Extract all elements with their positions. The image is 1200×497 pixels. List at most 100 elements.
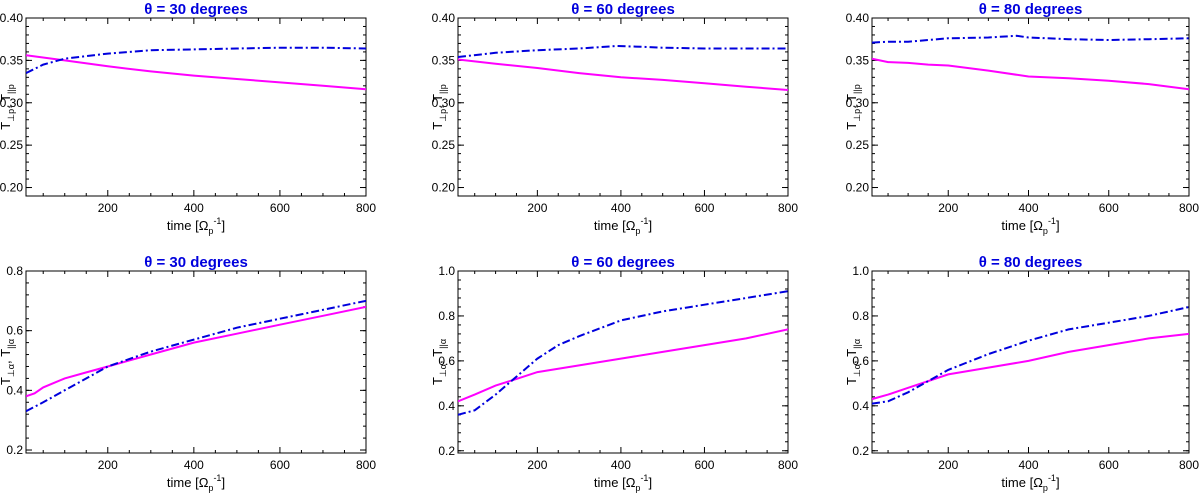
y-axis-label-sub: ||α xyxy=(6,339,16,349)
y-axis-label-part: , T xyxy=(430,94,445,109)
y-axis-label-sub: ⊥p xyxy=(852,109,862,122)
y-axis-label: T⊥p, T||p xyxy=(844,84,862,129)
x-tick-label: 200 xyxy=(938,201,958,215)
x-axis-label: time [Ωp-1] xyxy=(594,216,652,236)
y-axis-label-part: , T xyxy=(0,349,13,364)
x-tick-label: 600 xyxy=(694,458,714,472)
x-tick-label: 400 xyxy=(1018,458,1038,472)
x-tick-label: 800 xyxy=(356,458,376,472)
series-line-solid xyxy=(872,332,1189,401)
y-tick-label: 0.2 xyxy=(6,443,23,457)
series-line-solid xyxy=(26,305,366,398)
y-tick-label: 0.4 xyxy=(438,399,455,413)
x-axis-label-close: ] xyxy=(221,475,225,490)
x-tick-label: 800 xyxy=(1179,201,1199,215)
y-tick-label: 0.30 xyxy=(0,96,23,110)
y-axis-label-sub: ⊥α xyxy=(438,364,448,377)
x-axis-label-sup: -1 xyxy=(1048,216,1056,226)
x-axis-label: time [Ωp-1] xyxy=(1001,473,1059,493)
x-tick-label: 800 xyxy=(778,201,798,215)
y-axis-label-sub: ⊥p xyxy=(6,109,16,122)
y-axis-label-sub: ||p xyxy=(6,84,16,94)
x-axis-label-close: ] xyxy=(1056,475,1060,490)
y-axis-label-part: , T xyxy=(0,94,13,109)
y-tick-label: 0.20 xyxy=(846,181,870,195)
x-axis-label-sub: p xyxy=(1043,483,1048,493)
y-axis-label-sub: ||p xyxy=(438,84,448,94)
y-tick-label: 0.8 xyxy=(6,264,23,278)
plot-frame xyxy=(457,270,789,454)
series-line-dashdot xyxy=(458,290,788,416)
y-axis-label-sub: ⊥α xyxy=(6,364,16,377)
y-tick-label: 0.8 xyxy=(438,309,455,323)
x-tick-label: 400 xyxy=(184,458,204,472)
plot-frame xyxy=(871,17,1190,197)
y-axis-label: T⊥α, T||α xyxy=(430,339,448,385)
x-axis-label-sub: p xyxy=(208,483,213,493)
y-axis-label-part: T xyxy=(430,122,445,130)
x-tick-label: 200 xyxy=(527,201,547,215)
series-line-dashdot xyxy=(458,44,788,58)
plot-frame xyxy=(25,17,367,197)
y-tick-label: 1.0 xyxy=(438,264,455,278)
series-line-solid xyxy=(458,328,788,403)
y-tick-label: 0.2 xyxy=(852,444,869,458)
series-line-solid xyxy=(458,58,788,91)
y-axis-label: T⊥α, T||α xyxy=(0,339,16,385)
y-axis-label-part: T xyxy=(430,377,445,385)
y-tick-label: 0.35 xyxy=(846,53,870,67)
y-axis-label-part: T xyxy=(0,377,13,385)
x-axis-label-sup: -1 xyxy=(640,473,648,483)
y-tick-label: 0.20 xyxy=(432,181,456,195)
x-tick-label: 400 xyxy=(611,201,631,215)
plot-frame xyxy=(871,270,1190,454)
chart-panel-3: θ = 80 degrees 200 400 600 800 0.20 0.25 0.30 0.… xyxy=(844,1,1199,236)
chart-title: θ = 80 degrees xyxy=(979,1,1083,18)
y-axis-label-part: , T xyxy=(430,349,445,364)
y-axis-label-sub: ⊥α xyxy=(852,364,862,377)
y-axis-label-sub: ⊥p xyxy=(438,109,448,122)
y-tick-label: 0.6 xyxy=(852,354,869,368)
y-tick-label: 0.30 xyxy=(432,96,456,110)
x-axis-label-close: ] xyxy=(648,475,652,490)
chart-title: θ = 60 degrees xyxy=(571,254,675,271)
x-axis-label: time [Ωp-1] xyxy=(167,473,225,493)
y-tick-label: 0.35 xyxy=(0,53,23,67)
series-line-solid xyxy=(872,57,1189,91)
x-axis-label-sub: p xyxy=(1043,226,1048,236)
x-tick-label: 800 xyxy=(778,458,798,472)
y-axis-label: T⊥p, T||p xyxy=(430,84,448,129)
chart-panel-1: θ = 30 degrees 200 400 600 800 0.20 0.25 0.30 0.… xyxy=(0,1,376,236)
x-tick-label: 600 xyxy=(270,201,290,215)
y-axis-label: T⊥p, T||p xyxy=(0,84,16,129)
chart-title: θ = 30 degrees xyxy=(144,1,248,18)
y-tick-label: 0.4 xyxy=(6,383,23,397)
x-tick-label: 600 xyxy=(1099,201,1119,215)
x-tick-label: 600 xyxy=(694,201,714,215)
chart-title: θ = 30 degrees xyxy=(144,254,248,271)
x-tick-label: 200 xyxy=(527,458,547,472)
x-axis-label-base: time [Ω xyxy=(167,475,209,490)
chart-panel-5: θ = 60 degrees 200 400 600 800 0.2 0.4 0.6 0.8 1.… xyxy=(430,254,798,493)
x-axis-label-base: time [Ω xyxy=(594,475,636,490)
chart-panel-2: θ = 60 degrees 200 400 600 800 0.20 0.25 0.30 0.… xyxy=(430,1,798,236)
series-line-solid xyxy=(26,54,366,91)
x-axis-label-base: time [Ω xyxy=(1001,475,1043,490)
x-tick-label: 800 xyxy=(1179,458,1199,472)
x-axis-label: time [Ωp-1] xyxy=(594,473,652,493)
x-tick-label: 800 xyxy=(356,201,376,215)
y-tick-label: 0.20 xyxy=(0,181,23,195)
x-axis-label-sub: p xyxy=(635,226,640,236)
x-axis-label-close: ] xyxy=(1056,218,1060,233)
series-line-dashdot xyxy=(26,46,366,74)
x-tick-label: 200 xyxy=(98,201,118,215)
x-axis-label-sup: -1 xyxy=(640,216,648,226)
y-tick-label: 0.25 xyxy=(0,138,23,152)
y-tick-label: 1.0 xyxy=(852,264,869,278)
series-line-dashdot xyxy=(872,34,1189,44)
chart-title: θ = 80 degrees xyxy=(979,254,1083,271)
y-axis-label: T⊥α, T||α xyxy=(844,339,862,385)
y-axis-label-sub: ||α xyxy=(852,339,862,349)
x-axis-label-sub: p xyxy=(635,483,640,493)
x-tick-label: 200 xyxy=(938,458,958,472)
